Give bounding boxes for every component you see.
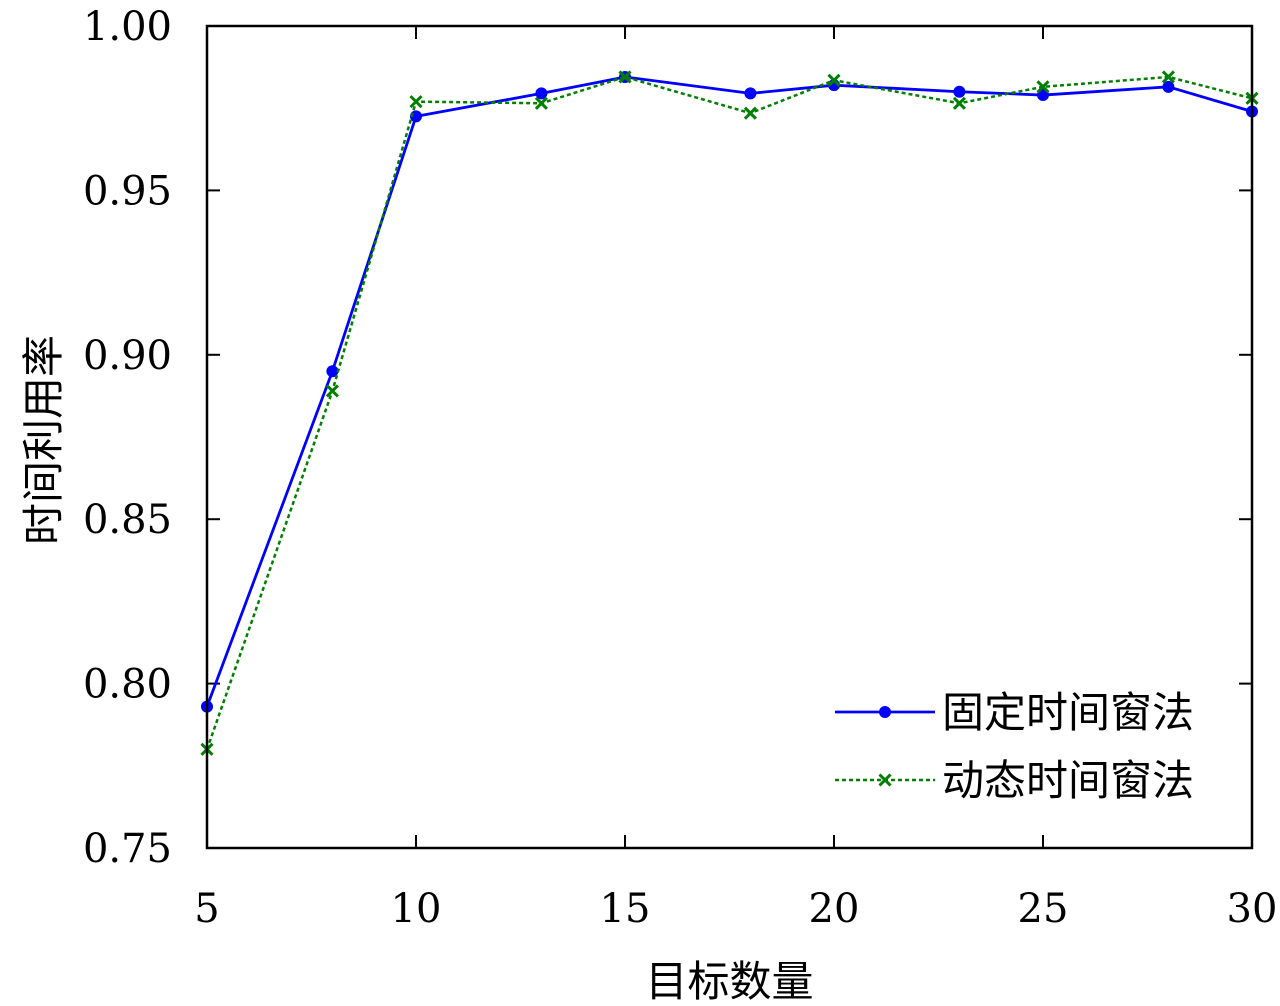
data-point-marker — [1162, 80, 1175, 93]
tick-labels: 5 10 15 20 25 30 0.75 0.80 0.85 0.90 0.95 1.00 — [83, 4, 1278, 932]
data-point-marker — [325, 384, 339, 398]
series-1 — [201, 70, 1258, 713]
data-point-marker — [879, 706, 891, 718]
y-tick-label: 0.95 — [83, 168, 172, 214]
x-tick-label: 20 — [809, 886, 860, 932]
x-tick-label: 30 — [1227, 886, 1278, 932]
data-point-marker — [1161, 70, 1175, 84]
data-point-marker — [534, 96, 548, 110]
series-line — [205, 75, 1253, 708]
x-tick-label: 25 — [1018, 886, 1069, 932]
legend-entry-1: 固定时间窗法 — [835, 688, 1194, 737]
data-point-marker — [743, 106, 757, 120]
data-point-marker — [827, 73, 841, 87]
data-point-marker — [618, 70, 632, 84]
data-point-marker — [535, 87, 548, 100]
plot-frame — [205, 24, 1254, 850]
data-point-marker — [409, 95, 423, 109]
y-tick-label: 0.75 — [83, 826, 172, 872]
x-tick-label: 5 — [194, 886, 219, 932]
y-tick-label: 0.80 — [83, 662, 172, 708]
data-point-marker — [953, 85, 966, 98]
y-tick-label: 0.90 — [83, 333, 172, 379]
data-point-marker — [878, 773, 892, 787]
data-point-marker — [326, 365, 339, 378]
y-tick-label: 0.85 — [83, 497, 172, 543]
legend-label: 动态时间窗法 — [942, 756, 1194, 805]
legend-entry-2: 动态时间窗法 — [835, 756, 1194, 805]
x-tick-label: 15 — [600, 886, 651, 932]
data-point-marker — [744, 87, 757, 100]
y-axis-label: 时间利用率 — [19, 335, 68, 545]
x-tick-label: 10 — [391, 886, 442, 932]
series-2 — [200, 70, 1259, 756]
data-point-marker — [1037, 89, 1049, 102]
legend-label: 固定时间窗法 — [942, 688, 1194, 737]
y-tick-label: 1.00 — [83, 4, 172, 50]
data-point-marker — [952, 96, 966, 110]
data-point-marker — [1036, 80, 1050, 94]
series-layer — [200, 70, 1259, 756]
series-line — [205, 75, 1253, 750]
x-axis-label: 目标数量 — [645, 957, 813, 1006]
